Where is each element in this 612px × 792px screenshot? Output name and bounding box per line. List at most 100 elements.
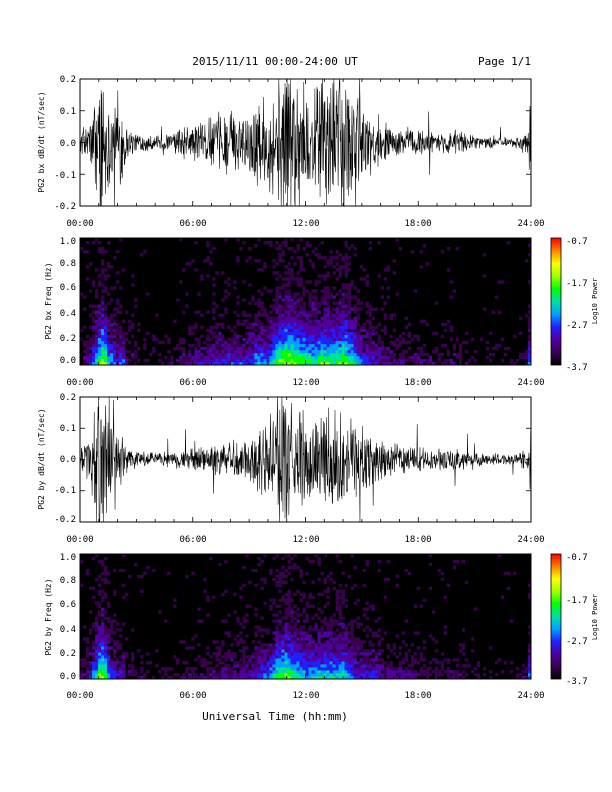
- spectrogram-cell: [320, 301, 324, 305]
- spectrogram-cell: [389, 334, 393, 339]
- spectrogram-cell: [350, 244, 354, 248]
- spectrogram-cell: [440, 343, 445, 348]
- spectrogram-cell: [221, 271, 225, 275]
- spectrogram-cell: [311, 313, 315, 317]
- spectrogram-cell: [110, 340, 114, 345]
- spectrogram-cell: [515, 667, 520, 671]
- spectrogram-cell: [95, 643, 99, 647]
- spectrogram-cell: [326, 586, 330, 591]
- spectrogram-cell: [224, 676, 228, 680]
- spectrogram-cell: [116, 298, 120, 302]
- spectrogram-cell: [119, 325, 123, 330]
- spectrogram-cell: [314, 643, 318, 647]
- spectrogram-cell: [92, 670, 96, 674]
- spectrogram-cell: [389, 361, 393, 366]
- spectrogram-cell: [326, 328, 330, 333]
- spectrogram-cell: [308, 661, 312, 665]
- spectrogram-cell: [314, 322, 318, 326]
- spectrogram-cell: [347, 313, 351, 317]
- spectrogram-cell: [287, 592, 291, 596]
- spectrogram-cell: [272, 307, 276, 311]
- spectrogram-cell: [308, 295, 312, 299]
- spectrogram-cell: [329, 343, 333, 348]
- spectrogram-cell: [278, 340, 282, 345]
- spectrogram-cell: [305, 241, 309, 245]
- spectrogram-cell: [518, 352, 523, 357]
- spectrogram-cell: [116, 628, 120, 632]
- spectrogram-cell: [182, 340, 186, 345]
- spectrogram-cell: [344, 331, 348, 336]
- spectrogram-cell: [326, 259, 330, 263]
- spectrogram-cell: [242, 358, 246, 363]
- spectrogram-cell: [95, 337, 99, 342]
- spectrogram-cell: [386, 295, 390, 299]
- spectrogram-cell: [365, 625, 369, 629]
- spectrogram-cell: [326, 661, 330, 665]
- spectrogram-cell: [260, 304, 264, 308]
- spectrogram-cell: [338, 343, 342, 348]
- spectrogram-cell: [293, 361, 297, 366]
- spectrogram-cell: [329, 349, 333, 354]
- spectrogram-cell: [239, 673, 243, 677]
- spectrogram-cell: [449, 295, 454, 299]
- spectrogram-cell: [296, 280, 300, 284]
- spectrogram-cell: [302, 640, 306, 644]
- spectrogram-cell: [242, 664, 246, 668]
- spectrogram-cell: [299, 631, 303, 635]
- spectrogram-cell: [275, 343, 279, 348]
- spectrogram-cell: [215, 343, 219, 348]
- spectrogram-cell: [356, 670, 360, 674]
- spectrogram-cell: [98, 274, 102, 278]
- spectrogram-cell: [170, 358, 174, 363]
- spectrogram-cell: [311, 349, 315, 354]
- spectrogram-cell: [473, 358, 478, 363]
- spectrogram-cell: [353, 646, 357, 650]
- spectrogram-cell: [113, 673, 117, 677]
- spectrogram-cell: [311, 670, 315, 674]
- spectrogram-cell: [317, 355, 321, 360]
- spectrogram-cell: [224, 355, 228, 360]
- spectrogram-cell: [362, 661, 366, 665]
- spectrogram-cell: [350, 280, 354, 284]
- spectrogram-cell: [344, 310, 348, 314]
- spectrogram-cell: [89, 358, 93, 363]
- spectrogram-cell: [251, 340, 255, 345]
- spectrogram-cell: [446, 268, 451, 272]
- spectrogram-cell: [98, 652, 102, 656]
- spectrogram-cell: [272, 352, 276, 357]
- spectrogram-cell: [377, 640, 381, 644]
- spectrogram-cell: [284, 292, 288, 296]
- spectrogram-cell: [272, 631, 276, 635]
- spectrogram-cell: [374, 307, 378, 311]
- spectrogram-cell: [200, 673, 204, 677]
- spectrogram-cell: [254, 316, 258, 320]
- spectrogram-cell: [263, 313, 267, 317]
- spectrogram-cell: [212, 292, 216, 296]
- spectrogram-cell: [239, 247, 243, 251]
- spectrogram-cell: [305, 634, 309, 638]
- spectrogram-cell: [98, 631, 102, 635]
- spectrogram-cell: [308, 349, 312, 354]
- spectrogram-cell: [311, 664, 315, 668]
- spectrogram-cell: [206, 670, 210, 674]
- spectrogram-cell: [281, 334, 285, 339]
- spectrogram-cell: [98, 322, 102, 326]
- spectrogram-cell: [101, 640, 105, 644]
- spectrogram-cell: [260, 343, 264, 348]
- spectrogram-cell: [215, 352, 219, 357]
- spectrogram-cell: [326, 304, 330, 308]
- spectrogram-cell: [335, 658, 339, 662]
- spectrogram-cell: [257, 349, 261, 354]
- spectrogram-cell: [293, 640, 297, 644]
- spectrogram-cell: [230, 667, 234, 671]
- spectrogram-cell: [107, 328, 111, 333]
- spectrogram-cell: [302, 310, 306, 314]
- spectrogram-cell: [236, 238, 240, 242]
- spectrogram-cell: [308, 670, 312, 674]
- spectrogram-cell: [260, 322, 264, 326]
- spectrogram-cell: [272, 325, 276, 330]
- spectrogram-cell: [212, 358, 216, 363]
- spectrogram-cell: [317, 649, 321, 653]
- spectrogram-cell: [299, 664, 303, 668]
- spectrogram-cell: [95, 328, 99, 333]
